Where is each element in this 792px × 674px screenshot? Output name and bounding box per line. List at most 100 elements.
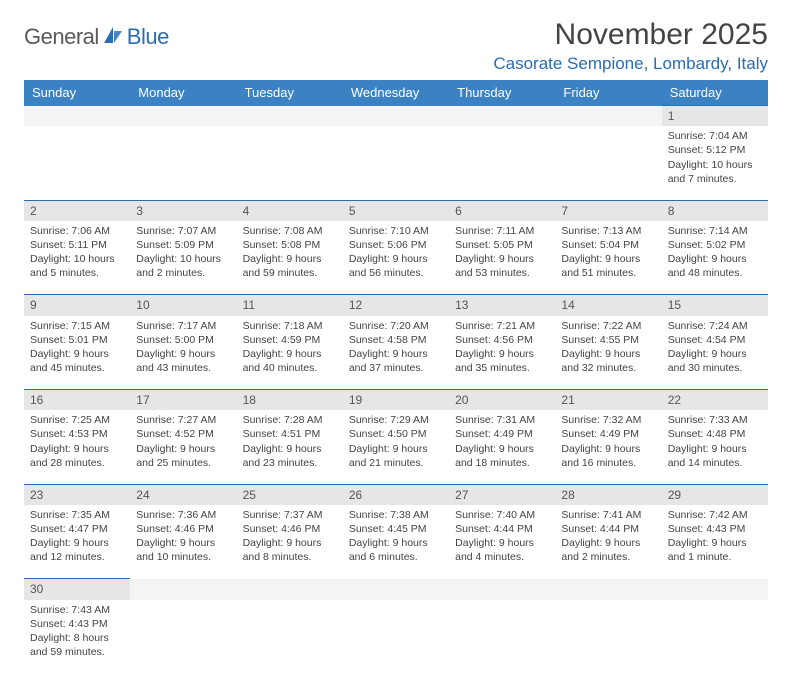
day-cell: Sunrise: 7:40 AM Sunset: 4:44 PM Dayligh… [449,505,555,579]
day-header: Wednesday [343,80,449,106]
day-cell: Sunrise: 7:43 AM Sunset: 4:43 PM Dayligh… [24,600,130,674]
day-header: Thursday [449,80,555,106]
day-cell: Sunrise: 7:29 AM Sunset: 4:50 PM Dayligh… [343,410,449,484]
content-row: Sunrise: 7:43 AM Sunset: 4:43 PM Dayligh… [24,600,768,674]
day-cell: Sunrise: 7:18 AM Sunset: 4:59 PM Dayligh… [237,316,343,390]
day-cell [130,600,236,674]
day-number: 10 [130,295,236,316]
day-cell [237,600,343,674]
day-cell: Sunrise: 7:13 AM Sunset: 5:04 PM Dayligh… [555,221,661,295]
day-cell [662,600,768,674]
header: General Blue November 2025 Casorate Semp… [24,18,768,74]
daynum-row: 2345678 [24,200,768,221]
day-cell: Sunrise: 7:22 AM Sunset: 4:55 PM Dayligh… [555,316,661,390]
location: Casorate Sempione, Lombardy, Italy [493,54,768,74]
day-number [237,579,343,600]
day-cell: Sunrise: 7:24 AM Sunset: 4:54 PM Dayligh… [662,316,768,390]
content-row: Sunrise: 7:06 AM Sunset: 5:11 PM Dayligh… [24,221,768,295]
daynum-row: 23242526272829 [24,484,768,505]
day-cell [555,600,661,674]
day-number: 1 [662,106,768,127]
day-number [449,579,555,600]
month-title: November 2025 [493,18,768,52]
day-number: 11 [237,295,343,316]
day-cell [237,126,343,200]
day-cell: Sunrise: 7:42 AM Sunset: 4:43 PM Dayligh… [662,505,768,579]
day-number: 26 [343,484,449,505]
day-cell: Sunrise: 7:32 AM Sunset: 4:49 PM Dayligh… [555,410,661,484]
day-cell: Sunrise: 7:14 AM Sunset: 5:02 PM Dayligh… [662,221,768,295]
day-cell: Sunrise: 7:25 AM Sunset: 4:53 PM Dayligh… [24,410,130,484]
day-number [449,106,555,127]
calendar-table: Sunday Monday Tuesday Wednesday Thursday… [24,80,768,674]
day-number: 29 [662,484,768,505]
day-cell: Sunrise: 7:27 AM Sunset: 4:52 PM Dayligh… [130,410,236,484]
day-number: 18 [237,390,343,411]
day-cell: Sunrise: 7:33 AM Sunset: 4:48 PM Dayligh… [662,410,768,484]
content-row: Sunrise: 7:04 AM Sunset: 5:12 PM Dayligh… [24,126,768,200]
day-number: 12 [343,295,449,316]
day-cell: Sunrise: 7:31 AM Sunset: 4:49 PM Dayligh… [449,410,555,484]
day-cell [555,126,661,200]
content-row: Sunrise: 7:35 AM Sunset: 4:47 PM Dayligh… [24,505,768,579]
day-header: Friday [555,80,661,106]
content-row: Sunrise: 7:25 AM Sunset: 4:53 PM Dayligh… [24,410,768,484]
day-cell [449,126,555,200]
day-number: 9 [24,295,130,316]
daynum-row: 9101112131415 [24,295,768,316]
day-cell: Sunrise: 7:17 AM Sunset: 5:00 PM Dayligh… [130,316,236,390]
day-number [555,579,661,600]
daynum-row: 16171819202122 [24,390,768,411]
day-cell: Sunrise: 7:36 AM Sunset: 4:46 PM Dayligh… [130,505,236,579]
day-cell: Sunrise: 7:20 AM Sunset: 4:58 PM Dayligh… [343,316,449,390]
day-number: 30 [24,579,130,600]
day-cell: Sunrise: 7:41 AM Sunset: 4:44 PM Dayligh… [555,505,661,579]
day-number: 22 [662,390,768,411]
day-header: Saturday [662,80,768,106]
day-number: 6 [449,200,555,221]
day-cell: Sunrise: 7:28 AM Sunset: 4:51 PM Dayligh… [237,410,343,484]
title-block: November 2025 Casorate Sempione, Lombard… [493,18,768,74]
day-cell: Sunrise: 7:37 AM Sunset: 4:46 PM Dayligh… [237,505,343,579]
day-number: 2 [24,200,130,221]
day-number: 7 [555,200,661,221]
day-header: Sunday [24,80,130,106]
day-number: 20 [449,390,555,411]
day-cell: Sunrise: 7:21 AM Sunset: 4:56 PM Dayligh… [449,316,555,390]
day-number: 17 [130,390,236,411]
day-number [237,106,343,127]
day-cell: Sunrise: 7:10 AM Sunset: 5:06 PM Dayligh… [343,221,449,295]
day-number: 5 [343,200,449,221]
day-cell [343,126,449,200]
day-number: 25 [237,484,343,505]
day-cell [24,126,130,200]
day-cell: Sunrise: 7:06 AM Sunset: 5:11 PM Dayligh… [24,221,130,295]
day-number: 19 [343,390,449,411]
day-number: 3 [130,200,236,221]
day-number: 28 [555,484,661,505]
logo-text-1: General [24,24,99,50]
day-number: 23 [24,484,130,505]
day-cell [343,600,449,674]
day-cell [130,126,236,200]
daynum-row: 1 [24,106,768,127]
day-header: Tuesday [237,80,343,106]
day-number: 21 [555,390,661,411]
day-number [130,106,236,127]
day-number [24,106,130,127]
logo: General Blue [24,24,169,50]
day-number: 24 [130,484,236,505]
day-cell: Sunrise: 7:11 AM Sunset: 5:05 PM Dayligh… [449,221,555,295]
day-number [343,579,449,600]
day-number: 4 [237,200,343,221]
day-number [662,579,768,600]
day-header-row: Sunday Monday Tuesday Wednesday Thursday… [24,80,768,106]
day-number: 15 [662,295,768,316]
day-cell: Sunrise: 7:38 AM Sunset: 4:45 PM Dayligh… [343,505,449,579]
logo-text-2: Blue [127,24,169,50]
day-header: Monday [130,80,236,106]
daynum-row: 30 [24,579,768,600]
day-cell: Sunrise: 7:08 AM Sunset: 5:08 PM Dayligh… [237,221,343,295]
day-cell: Sunrise: 7:15 AM Sunset: 5:01 PM Dayligh… [24,316,130,390]
day-cell: Sunrise: 7:07 AM Sunset: 5:09 PM Dayligh… [130,221,236,295]
